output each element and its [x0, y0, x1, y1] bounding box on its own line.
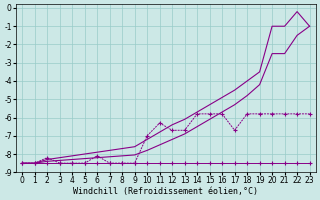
X-axis label: Windchill (Refroidissement éolien,°C): Windchill (Refroidissement éolien,°C)	[73, 187, 258, 196]
